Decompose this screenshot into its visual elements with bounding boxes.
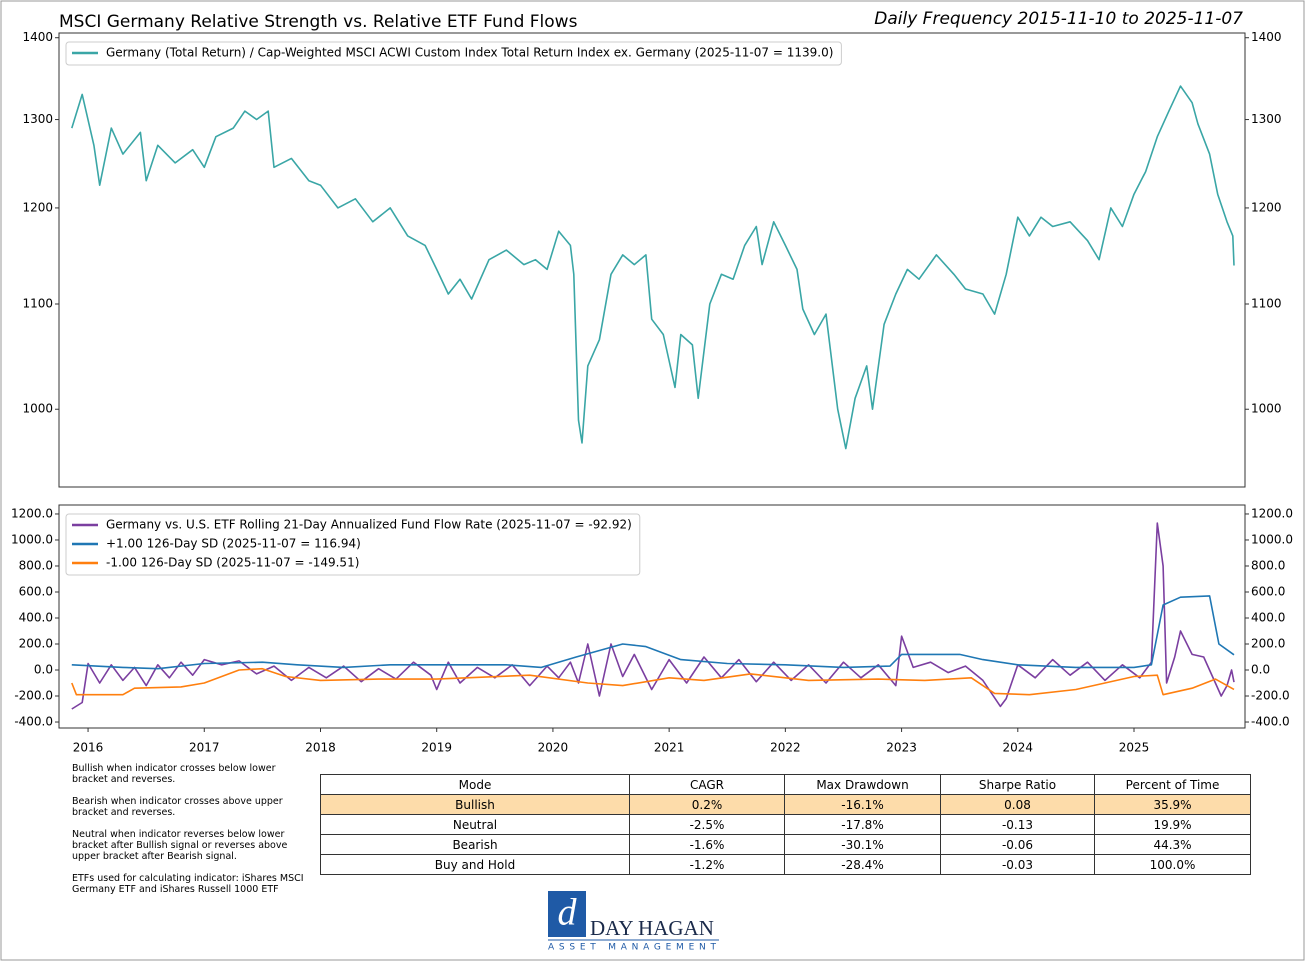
table-cell: Buy and Hold [320, 854, 630, 875]
legend-label: +1.00 126-Day SD (2025-11-07 = 116.94) [106, 537, 361, 551]
x-tick-label: 2017 [189, 741, 220, 755]
logo-glyph: d [558, 892, 578, 934]
table-cell: -2.5% [629, 814, 785, 835]
y-tick-label: 200.0 [19, 637, 53, 651]
y-tick-label-right: 1100 [1251, 297, 1282, 311]
notes: Bullish when indicator crosses below low… [72, 763, 312, 906]
y-tick-label: 0.0 [34, 663, 53, 677]
x-tick-label: 2018 [305, 741, 336, 755]
x-tick-label: 2022 [770, 741, 801, 755]
y-tick-label-right: -400.0 [1251, 715, 1290, 729]
y-tick-label: 1200 [22, 200, 53, 214]
y-tick-label-right: 1200.0 [1251, 506, 1293, 520]
note: Neutral when indicator reverses below lo… [72, 829, 288, 862]
series-line [71, 667, 1235, 696]
y-tick-label-right: 1000 [1251, 402, 1282, 416]
chart-subtitle: Daily Frequency 2015-11-10 to 2025-11-07 [874, 9, 1243, 29]
y-tick-label: 800.0 [19, 558, 53, 572]
chart-title: MSCI Germany Relative Strength vs. Relat… [59, 12, 578, 32]
y-tick-label-right: 200.0 [1251, 637, 1285, 651]
y-tick-label-right: 0.0 [1251, 663, 1270, 677]
x-tick-label: 2021 [654, 741, 685, 755]
table-cell: Bullish [320, 794, 630, 815]
plot-frame [58, 32, 1246, 488]
table-cell: CAGR [629, 774, 785, 795]
x-tick-label: 2025 [1119, 741, 1150, 755]
logo-mark [548, 891, 586, 937]
x-tick-label: 2016 [73, 741, 104, 755]
legend-label: Germany vs. U.S. ETF Rolling 21-Day Annu… [106, 518, 632, 532]
note: Bearish when indicator crosses above upp… [72, 796, 283, 818]
x-tick-label: 2024 [1003, 741, 1034, 755]
table-cell: -1.6% [629, 834, 785, 855]
y-tick-label: 400.0 [19, 610, 53, 624]
stats-table: Mode CAGR Max Drawdown Sharpe Ratio Percent … [320, 774, 1251, 875]
legend: Germany vs. U.S. ETF Rolling 21-Day Annu… [65, 513, 641, 576]
plot-frame [58, 504, 1246, 729]
logo-name: DAY HAGAN [590, 916, 714, 940]
table-cell: -28.4% [784, 854, 941, 875]
note: ETFs used for calculating indicator: iSh… [72, 873, 304, 895]
table-row: Bearish -1.6% -30.1% -0.06 44.3% [320, 834, 1251, 855]
table-cell: -16.1% [784, 794, 941, 815]
y-tick-label: 1000 [22, 402, 53, 416]
x-tick-label: 2019 [421, 741, 452, 755]
y-tick-label: -200.0 [14, 689, 53, 703]
table-cell: -0.06 [940, 834, 1095, 855]
table-row: Mode CAGR Max Drawdown Sharpe Ratio Percent … [320, 774, 1251, 795]
y-tick-label: 1300 [22, 112, 53, 126]
y-tick-label-right: 1400 [1251, 30, 1282, 44]
logo-tagline: ASSET MANAGEMENT [548, 943, 719, 953]
table-cell: -30.1% [784, 834, 941, 855]
y-tick-label: 1400 [22, 30, 53, 44]
table-cell: Mode [320, 774, 630, 795]
y-tick-label-right: -200.0 [1251, 689, 1290, 703]
logo: d DAY HAGAN ASSET MANAGEMENT [548, 891, 719, 953]
table-row: Buy and Hold -1.2% -28.4% -0.03 100.0% [320, 854, 1251, 875]
series-line [71, 85, 1235, 450]
table-cell: 44.3% [1094, 834, 1251, 855]
legend: Germany (Total Return) / Cap-Weighted MS… [65, 41, 842, 66]
note: Bullish when indicator crosses below low… [72, 763, 276, 785]
y-tick-label-right: 400.0 [1251, 610, 1285, 624]
y-tick-label-right: 1200 [1251, 200, 1282, 214]
y-tick-label-right: 800.0 [1251, 558, 1285, 572]
table-cell: 0.2% [629, 794, 785, 815]
y-tick-label: 1200.0 [11, 506, 53, 520]
table-cell: 0.08 [940, 794, 1095, 815]
table-row: Bullish 0.2% -16.1% 0.08 35.9% [320, 794, 1251, 815]
y-tick-label-right: 600.0 [1251, 584, 1285, 598]
table-cell: -17.8% [784, 814, 941, 835]
table-cell: Neutral [320, 814, 630, 835]
y-tick-label-right: 1300 [1251, 112, 1282, 126]
table-cell: Bearish [320, 834, 630, 855]
y-tick-label-right: 1000.0 [1251, 532, 1293, 546]
table-cell: Percent of Time [1094, 774, 1251, 795]
table-cell: 19.9% [1094, 814, 1251, 835]
series-line [71, 595, 1235, 670]
y-tick-label: 1000.0 [11, 532, 53, 546]
y-tick-label: 600.0 [19, 584, 53, 598]
legend-label: -1.00 126-Day SD (2025-11-07 = -149.51) [106, 556, 359, 570]
y-tick-label: 1100 [22, 297, 53, 311]
table-row: Neutral -2.5% -17.8% -0.13 19.9% [320, 814, 1251, 835]
table-cell: -0.13 [940, 814, 1095, 835]
table-cell: 100.0% [1094, 854, 1251, 875]
table-cell: 35.9% [1094, 794, 1251, 815]
y-tick-label: -400.0 [14, 715, 53, 729]
table-cell: Sharpe Ratio [940, 774, 1095, 795]
table-cell: Max Drawdown [784, 774, 941, 795]
x-tick-label: 2023 [886, 741, 917, 755]
legend-box [65, 41, 842, 66]
table-cell: -1.2% [629, 854, 785, 875]
x-tick-label: 2020 [538, 741, 569, 755]
table-cell: -0.03 [940, 854, 1095, 875]
legend-box [65, 513, 641, 576]
legend-label: Germany (Total Return) / Cap-Weighted MS… [106, 46, 833, 60]
